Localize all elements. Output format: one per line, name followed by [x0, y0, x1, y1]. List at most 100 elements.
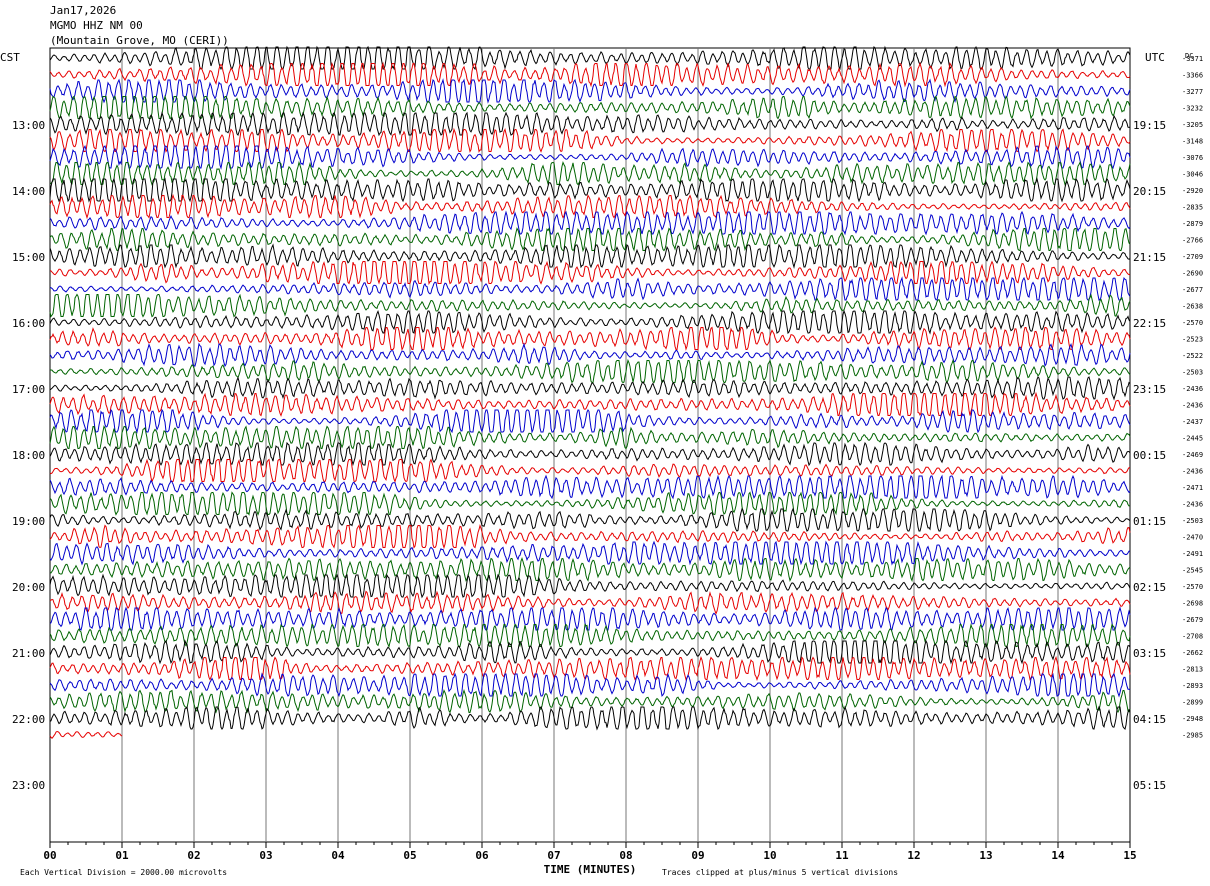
x-tick-label: 10: [763, 849, 776, 862]
seismic-trace: [49, 540, 1131, 566]
dc-offset-label: -3366: [1182, 72, 1203, 80]
seismic-trace: [49, 177, 1131, 203]
utc-hour-label: 20:15: [1133, 185, 1166, 198]
cst-hour-label: 20:00: [12, 581, 45, 594]
seismic-trace: [49, 210, 1131, 236]
seismic-trace: [49, 441, 1131, 467]
seismic-trace: [49, 293, 1131, 318]
x-tick-label: 01: [115, 849, 129, 862]
seismic-trace: [49, 557, 1131, 583]
seismic-trace: [49, 342, 1131, 368]
dc-offset-label: -2503: [1182, 517, 1203, 525]
seismic-trace: [49, 623, 1131, 648]
cst-hour-label: 19:00: [12, 515, 45, 528]
dc-offset-label: -2879: [1182, 220, 1203, 228]
clipping-note: Traces clipped at plus/minus 5 vertical …: [662, 868, 898, 877]
dc-offset-label: -2893: [1182, 682, 1203, 690]
utc-hour-label: 19:15: [1133, 119, 1166, 132]
seismic-trace: [49, 358, 1131, 384]
dc-offset-label: -2491: [1182, 550, 1203, 558]
dc-offset-label: -2899: [1182, 699, 1203, 707]
station-location: (Mountain Grove, MO (CERI)): [50, 34, 229, 47]
seismic-trace: [49, 94, 1131, 120]
seismic-trace: [49, 590, 1131, 615]
utc-hour-label: 23:15: [1133, 383, 1166, 396]
seismic-trace: [49, 227, 1131, 253]
x-tick-label: 06: [475, 849, 489, 862]
dc-offset-label: -2835: [1182, 204, 1203, 212]
dc-offset-label: -2471: [1182, 484, 1203, 492]
dc-offset-label: -2436: [1182, 385, 1203, 393]
seismic-trace: [49, 408, 1131, 434]
seismic-trace: [49, 326, 1131, 352]
cst-hour-label: 18:00: [12, 449, 45, 462]
seismic-trace: [49, 507, 1131, 532]
dc-offset-label: -2698: [1182, 600, 1203, 608]
dc-offset-label: -2503: [1182, 369, 1203, 377]
axes: 00 01 02 03 04 05 06 07 08 09 10 11 12 13 14 15 CST UTC DC…: [0, 51, 1203, 877]
seismic-trace: [49, 656, 1131, 682]
dc-offset-label: -2545: [1182, 567, 1203, 575]
seismic-trace: [49, 309, 1131, 335]
dc-offset-label: -3076: [1182, 154, 1203, 162]
dc-offset-label: -2445: [1182, 435, 1203, 443]
cst-axis-label: CST: [0, 51, 20, 64]
seismic-trace: [49, 193, 1131, 220]
station-code: MGMO HHZ NM 00: [50, 19, 143, 32]
dc-offset-label: -2436: [1182, 501, 1203, 509]
x-tick-label: 08: [619, 849, 632, 862]
seismic-trace: [49, 276, 1131, 302]
seismic-trace: [49, 705, 1131, 731]
seismic-trace: [49, 260, 1131, 286]
dc-offset-label: -2436: [1182, 402, 1203, 410]
dc-offset-label: -2766: [1182, 237, 1203, 245]
dc-offset-label: -2690: [1182, 270, 1203, 278]
seismic-trace: [49, 376, 1131, 401]
dc-offset-label: -2920: [1182, 187, 1203, 195]
utc-hour-label: 21:15: [1133, 251, 1166, 264]
cst-hour-label: 23:00: [12, 779, 45, 792]
plot-date: Jan17,2026: [50, 4, 117, 17]
dc-offset-label: -2638: [1182, 303, 1203, 311]
seismic-trace: [49, 111, 1131, 137]
seismic-trace: [49, 78, 1131, 104]
x-tick-label: 00: [43, 849, 56, 862]
cst-hour-label: 14:00: [12, 185, 45, 198]
utc-hour-label: 02:15: [1133, 581, 1166, 594]
seismic-trace: [49, 606, 1131, 631]
cst-hour-label: 22:00: [12, 713, 45, 726]
x-tick-label: 13: [979, 849, 992, 862]
seismic-trace: [49, 243, 1131, 269]
cst-hour-label: 15:00: [12, 251, 45, 264]
vertical-division-note: Each Vertical Division = 2000.00 microvo…: [20, 868, 227, 877]
dc-label: DC: [1185, 52, 1193, 60]
dc-offset-label: -2985: [1182, 732, 1203, 740]
x-axis-title: TIME (MINUTES): [544, 863, 637, 876]
dc-offset-label: -3371: [1182, 55, 1203, 63]
dc-offset-label: -2570: [1182, 319, 1203, 327]
dc-offset-label: -3277: [1182, 88, 1203, 96]
utc-hour-label: 01:15: [1133, 515, 1166, 528]
x-tick-label: 12: [907, 849, 920, 862]
utc-axis-label: UTC: [1145, 51, 1165, 64]
seismic-trace: [49, 491, 1131, 517]
seismic-trace: [49, 474, 1131, 500]
seismic-trace: [49, 689, 1131, 714]
dc-offset-label: -2677: [1182, 286, 1203, 294]
x-tick-label: 14: [1051, 849, 1065, 862]
dc-offset-label: -2948: [1182, 715, 1203, 723]
x-tick-label: 09: [691, 849, 704, 862]
x-tick-label: 05: [403, 849, 416, 862]
x-tick-label: 15: [1123, 849, 1136, 862]
utc-hour-label: 05:15: [1133, 779, 1166, 792]
seismic-trace: [49, 145, 1131, 170]
seismic-trace: [49, 639, 1131, 665]
seismic-trace: [49, 573, 1131, 599]
dc-offset-label: -2662: [1182, 649, 1203, 657]
dc-offset-label: -2437: [1182, 418, 1203, 426]
seismic-trace: [49, 45, 1131, 71]
trace-group: [49, 45, 1131, 739]
dc-offset-label: -2709: [1182, 253, 1203, 261]
seismic-trace: [49, 127, 1131, 153]
